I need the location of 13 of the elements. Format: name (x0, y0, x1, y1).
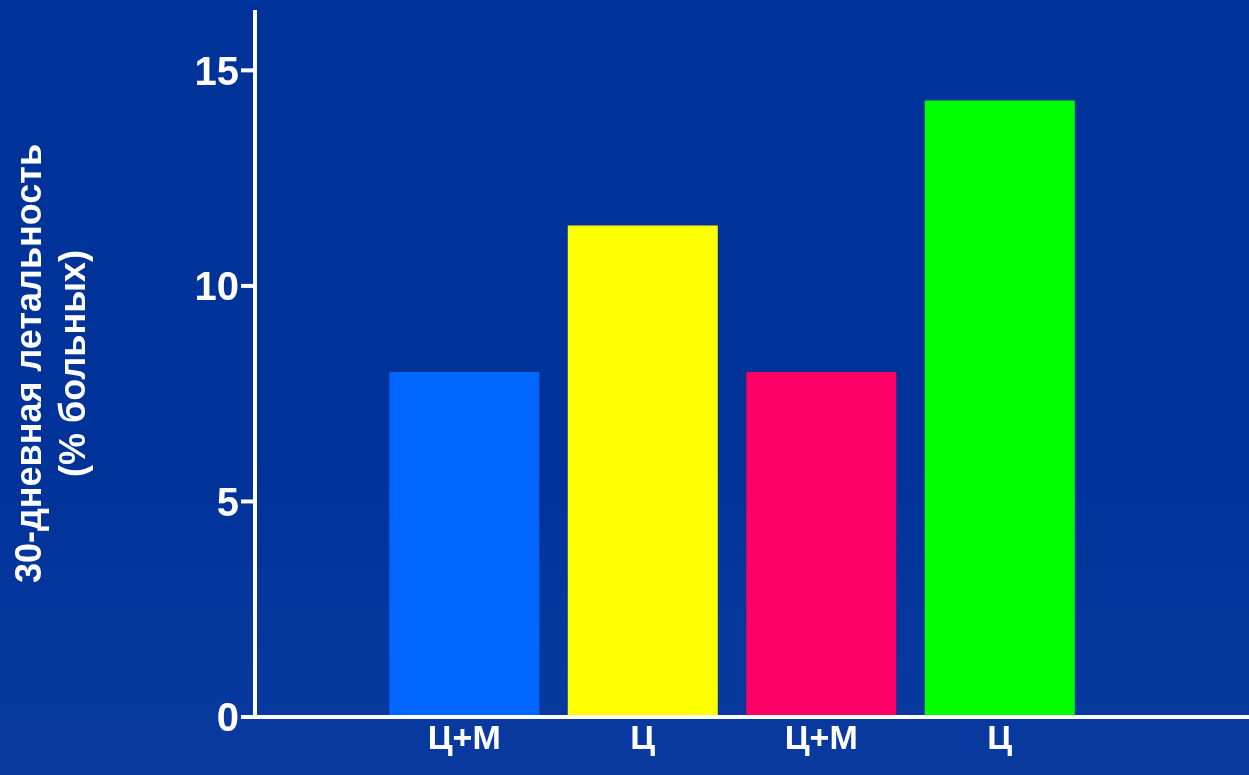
bar (746, 372, 897, 717)
x-tick-label: Ц (630, 718, 656, 757)
x-tick-label: Ц+М (427, 718, 501, 757)
x-tick-label: Ц (987, 718, 1013, 757)
y-tick-label: 10 (194, 264, 239, 309)
y-tick-label: 5 (216, 479, 239, 524)
y-tick-label: 0 (216, 695, 239, 740)
bar (924, 100, 1075, 717)
y-tick-label: 15 (194, 48, 239, 93)
bar (567, 225, 718, 717)
x-tick-label: Ц+М (784, 718, 858, 757)
y-axis-title: 30-дневная летальность (% больных) (8, 143, 93, 584)
bar (389, 372, 540, 717)
